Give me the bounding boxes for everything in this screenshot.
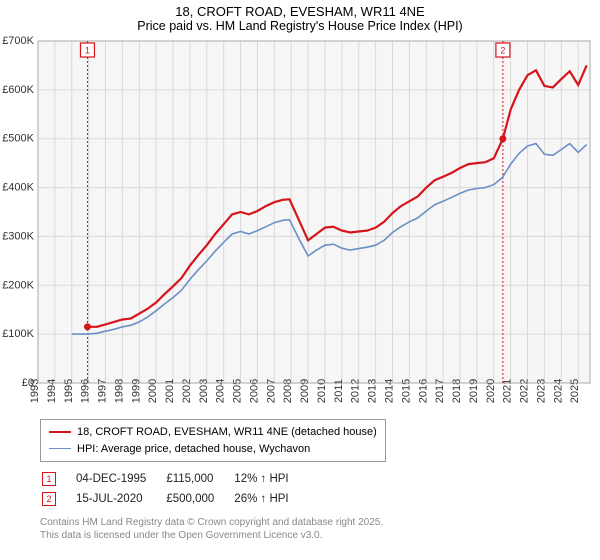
svg-text:£500K: £500K	[2, 133, 34, 145]
svg-text:£400K: £400K	[2, 182, 34, 194]
svg-text:2025: 2025	[569, 379, 581, 403]
footnote: Contains HM Land Registry data © Crown c…	[40, 516, 600, 542]
svg-text:£300K: £300K	[2, 230, 34, 242]
chart-title: 18, CROFT ROAD, EVESHAM, WR11 4NE Price …	[0, 0, 600, 35]
svg-text:2018: 2018	[451, 379, 463, 403]
svg-text:1998: 1998	[113, 379, 125, 403]
svg-text:1999: 1999	[130, 379, 142, 403]
legend-item-blue: HPI: Average price, detached house, Wych…	[49, 441, 377, 458]
svg-text:2017: 2017	[434, 379, 446, 403]
svg-text:2003: 2003	[198, 379, 210, 403]
sale-hpi-diff: 26% ↑ HPI	[234, 490, 306, 508]
chart-container: 18, CROFT ROAD, EVESHAM, WR11 4NE Price …	[0, 0, 600, 560]
sale-price: £500,000	[166, 490, 232, 508]
svg-text:2008: 2008	[282, 379, 294, 403]
legend-swatch-blue	[49, 448, 71, 449]
svg-text:2023: 2023	[535, 379, 547, 403]
svg-text:2006: 2006	[248, 379, 260, 403]
svg-text:2005: 2005	[232, 379, 244, 403]
svg-text:1995: 1995	[63, 379, 75, 403]
chart-legend: 18, CROFT ROAD, EVESHAM, WR11 4NE (detac…	[40, 419, 386, 462]
sale-date: 04-DEC-1995	[76, 470, 164, 488]
title-address: 18, CROFT ROAD, EVESHAM, WR11 4NE	[0, 4, 600, 19]
svg-text:2013: 2013	[367, 379, 379, 403]
svg-text:2002: 2002	[181, 379, 193, 403]
svg-text:2022: 2022	[519, 379, 531, 403]
svg-text:2001: 2001	[164, 379, 176, 403]
svg-text:2015: 2015	[400, 379, 412, 403]
svg-text:2020: 2020	[485, 379, 497, 403]
line-chart: £0£100K£200K£300K£400K£500K£600K£700K199…	[0, 35, 600, 417]
svg-text:2016: 2016	[417, 379, 429, 403]
title-subtitle: Price paid vs. HM Land Registry's House …	[0, 19, 600, 33]
svg-text:2004: 2004	[215, 379, 227, 403]
svg-text:1994: 1994	[46, 379, 58, 403]
svg-text:2007: 2007	[265, 379, 277, 403]
legend-label-blue: HPI: Average price, detached house, Wych…	[77, 441, 310, 458]
svg-text:2000: 2000	[147, 379, 159, 403]
sale-marker-2: 2	[42, 492, 56, 506]
legend-label-red: 18, CROFT ROAD, EVESHAM, WR11 4NE (detac…	[77, 424, 377, 441]
svg-text:2010: 2010	[316, 379, 328, 403]
svg-text:2019: 2019	[468, 379, 480, 403]
svg-text:2012: 2012	[350, 379, 362, 403]
sale-price: £115,000	[166, 470, 232, 488]
svg-text:£200K: £200K	[2, 279, 34, 291]
svg-text:2: 2	[500, 46, 505, 56]
svg-text:£600K: £600K	[2, 84, 34, 96]
sale-marker-1: 1	[42, 472, 56, 486]
svg-text:£100K: £100K	[2, 328, 34, 340]
svg-text:2024: 2024	[552, 379, 564, 403]
footnote-line1: Contains HM Land Registry data © Crown c…	[40, 516, 600, 529]
svg-text:1997: 1997	[97, 379, 109, 403]
footnote-line2: This data is licensed under the Open Gov…	[40, 529, 600, 542]
svg-text:2021: 2021	[502, 379, 514, 403]
sales-table: 1 04-DEC-1995£115,00012% ↑ HPI 2 15-JUL-202…	[40, 468, 309, 510]
sale-date: 15-JUL-2020	[76, 490, 164, 508]
sale-row: 1 04-DEC-1995£115,00012% ↑ HPI	[42, 470, 307, 488]
svg-text:2009: 2009	[299, 379, 311, 403]
svg-text:1996: 1996	[80, 379, 92, 403]
sale-hpi-diff: 12% ↑ HPI	[234, 470, 306, 488]
sale-row: 2 15-JUL-2020£500,00026% ↑ HPI	[42, 490, 307, 508]
legend-swatch-red	[49, 431, 71, 433]
svg-text:2014: 2014	[383, 379, 395, 403]
legend-item-red: 18, CROFT ROAD, EVESHAM, WR11 4NE (detac…	[49, 424, 377, 441]
svg-text:1993: 1993	[29, 379, 41, 403]
svg-text:1: 1	[85, 46, 90, 56]
svg-text:£700K: £700K	[2, 35, 34, 47]
